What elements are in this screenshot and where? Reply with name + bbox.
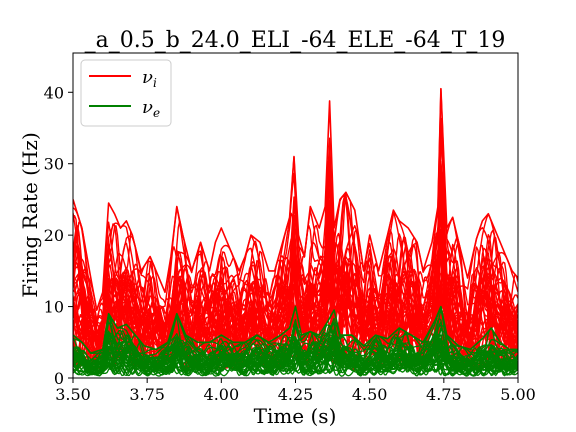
y-tick-label: 0 [54,369,64,388]
series-nu-e [73,305,518,377]
x-tick-label: 4.25 [278,385,314,404]
x-axis: 3.50 3.75 4.00 4.25 4.50 4.75 5.00 [55,378,536,404]
legend-label-nu-i: νi [142,67,157,90]
y-tick-label: 10 [44,298,64,317]
y-tick-label: 30 [44,155,64,174]
y-tick-label: 40 [44,83,64,102]
series-peak-line [73,87,518,311]
series-line [73,324,518,377]
series-peak-line [73,305,518,354]
series-nu-i [73,87,518,371]
y-axis-label: Firing Rate (Hz) [18,132,42,298]
series-line [73,328,518,377]
series-line [73,246,518,369]
x-tick-label: 4.00 [204,385,240,404]
legend: νi νe [80,59,172,127]
series-line [73,324,518,377]
x-tick-label: 5.00 [500,385,536,404]
series-line [73,349,518,377]
y-axis: 0 10 20 30 40 [44,83,73,388]
legend-label-nu-e: νe [142,97,160,120]
x-tick-label: 4.50 [352,385,388,404]
y-tick-label: 20 [44,226,64,245]
x-tick-label: 3.75 [129,385,165,404]
series-layer [73,87,518,377]
chart-title: _a_0.5_b_24.0_ELI_-64_ELE_-64_T_19 [85,28,506,53]
x-tick-label: 3.50 [55,385,91,404]
series-line [73,209,518,370]
series-line [73,256,518,368]
x-tick-label: 4.75 [426,385,462,404]
x-axis-label: Time (s) [254,404,337,428]
